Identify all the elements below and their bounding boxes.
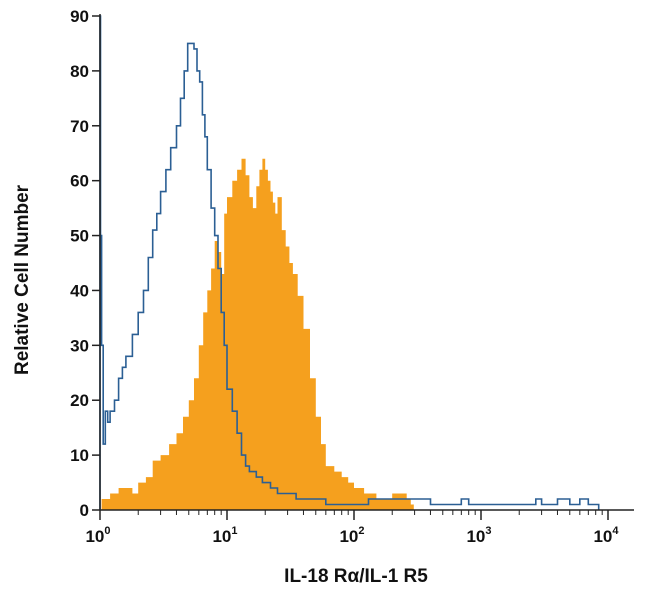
x-tick-label: 103 [466, 525, 491, 546]
outline-histogram-series [99, 15, 600, 510]
y-tick-label: 40 [70, 281, 89, 300]
x-tick-label: 100 [85, 525, 110, 546]
y-tick-label: 30 [70, 336, 89, 355]
y-tick-label: 50 [70, 227, 89, 246]
x-tick-label-exponent: 2 [358, 525, 364, 537]
y-tick-label: 60 [70, 172, 89, 191]
x-tick-label-exponent: 1 [231, 525, 237, 537]
y-tick-label: 20 [70, 391, 89, 410]
filled-histogram-series [101, 158, 414, 510]
y-tick-label: 0 [80, 501, 89, 520]
y-tick-label: 90 [70, 7, 89, 26]
x-axis-title: IL-18 Rα/IL-1 R5 [284, 566, 428, 587]
y-axis-title: Relative Cell Number [12, 184, 33, 375]
x-tick-label: 104 [593, 525, 619, 546]
x-tick-label: 101 [212, 525, 237, 546]
x-tick-label: 102 [339, 525, 364, 546]
y-tick-label: 70 [70, 117, 89, 136]
x-tick-label-exponent: 4 [612, 525, 619, 537]
x-tick-label-exponent: 3 [485, 525, 491, 537]
y-tick-label: 80 [70, 62, 89, 81]
y-tick-label: 10 [70, 446, 89, 465]
x-tick-label-exponent: 0 [104, 525, 110, 537]
series-layer [99, 15, 600, 510]
